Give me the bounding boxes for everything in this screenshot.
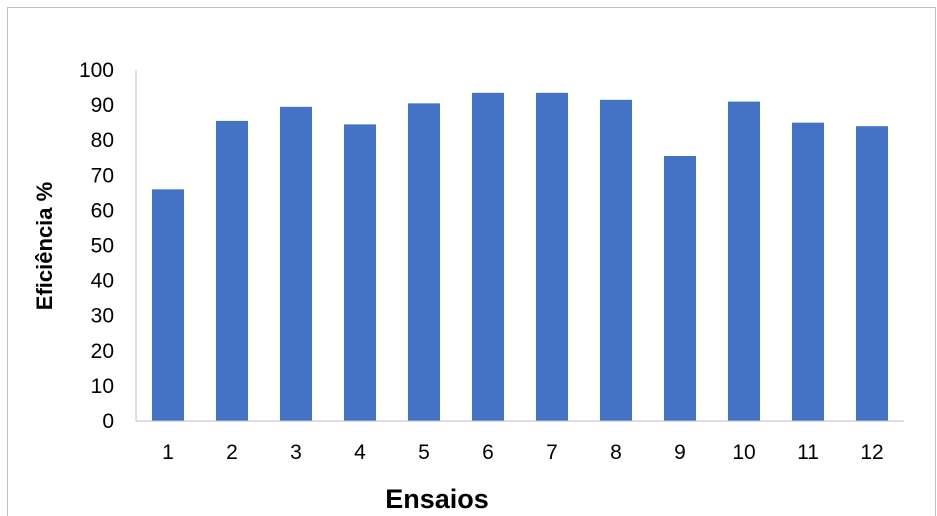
y-tick-label: 20 (91, 340, 114, 363)
bar-9 (664, 155, 696, 421)
bar-2 (216, 120, 248, 422)
x-tick-label: 5 (418, 441, 430, 464)
y-tick-label: 0 (102, 410, 114, 433)
bar-1 (152, 189, 184, 421)
y-tick-label: 70 (91, 164, 114, 187)
bar-7 (536, 92, 568, 421)
x-tick-label: 3 (290, 441, 302, 464)
bar-10 (728, 101, 760, 421)
y-axis-title: Eficiência % (32, 182, 57, 310)
y-tick-labels: 0 10 20 30 40 50 60 70 80 90 100 (79, 59, 114, 433)
x-axis-title: Ensaios (385, 484, 489, 514)
bar-6 (472, 92, 504, 421)
y-tick-label: 60 (91, 199, 114, 222)
y-tick-label: 90 (91, 94, 114, 117)
x-tick-label: 11 (797, 441, 819, 464)
x-tick-label: 7 (546, 441, 558, 464)
y-tick-label: 100 (79, 59, 114, 82)
bar-4 (344, 124, 376, 421)
y-tick-label: 10 (91, 375, 114, 398)
x-tick-label: 10 (732, 441, 755, 464)
x-tick-label: 2 (226, 441, 238, 464)
y-tick-label: 30 (91, 305, 114, 328)
x-tick-label: 4 (354, 441, 366, 464)
bar-5 (408, 103, 440, 421)
y-tick-label: 40 (91, 270, 114, 293)
bar-12 (856, 126, 888, 421)
bar-3 (280, 106, 312, 421)
y-tick-label: 50 (91, 235, 114, 258)
x-tick-label: 8 (610, 441, 622, 464)
y-tick-label: 80 (91, 129, 114, 152)
x-tick-label: 12 (860, 441, 883, 464)
x-tick-label: 6 (482, 441, 494, 464)
chart-frame (7, 7, 936, 516)
bar-11 (792, 122, 824, 422)
bar-8 (600, 99, 632, 422)
bars-group (152, 92, 888, 422)
x-tick-label: 9 (674, 441, 686, 464)
x-tick-labels: 1 2 3 4 5 6 7 8 9 10 11 12 (162, 441, 884, 464)
x-tick-label: 1 (162, 441, 174, 464)
